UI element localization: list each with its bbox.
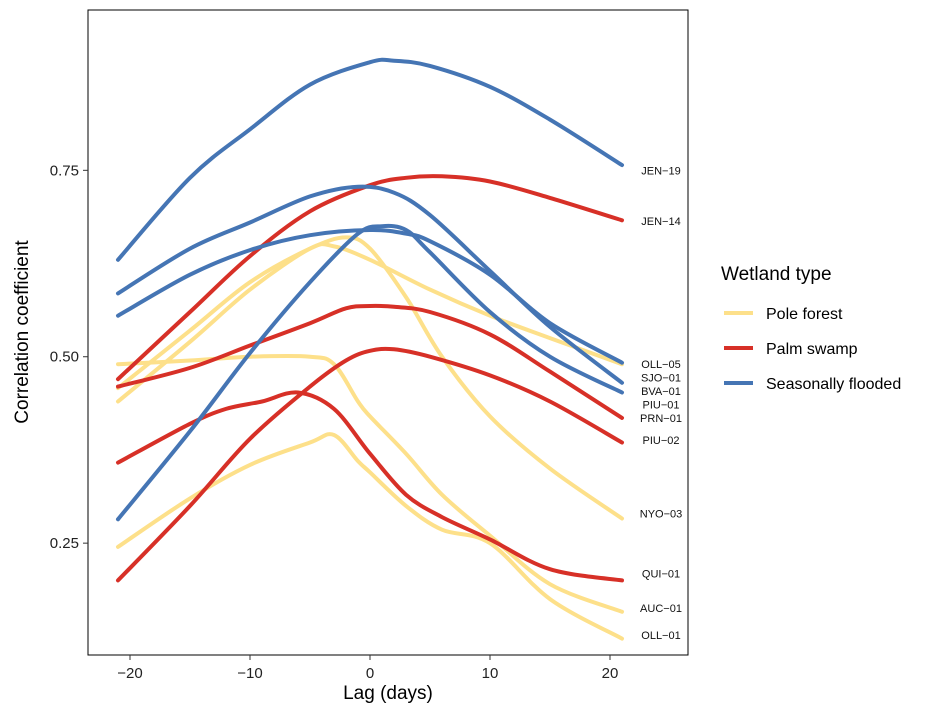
series-end-label: PIU−01	[643, 399, 680, 411]
series-end-label: SJO−01	[641, 373, 681, 385]
x-tick-label: −10	[237, 665, 262, 682]
plot-panel	[87, 9, 689, 656]
series-end-label: JEN−14	[641, 216, 680, 228]
series-lines	[116, 57, 624, 641]
legend-entry-label: Seasonally flooded	[766, 376, 901, 393]
series-line-piu-02	[116, 390, 624, 583]
legend: Wetland type Pole forest Palm swamp Season…	[721, 264, 901, 393]
legend-title: Wetland type	[721, 264, 832, 285]
series-end-label: JEN−19	[641, 165, 680, 177]
y-axis: 0.25 0.50 0.75	[50, 162, 88, 552]
legend-entry-label: Pole forest	[766, 306, 843, 323]
series-line-jen-19	[116, 57, 624, 262]
series-end-label: AUC−01	[640, 603, 682, 615]
y-axis-title: Correlation coefficient	[12, 240, 33, 424]
x-tick-label: −20	[117, 665, 142, 682]
x-axis: −20 −10 0 10 20	[117, 655, 618, 682]
x-axis-title: Lag (days)	[343, 683, 433, 704]
series-line-piu-01	[116, 223, 624, 522]
x-tick-label: 20	[602, 665, 619, 682]
series-line-oll-01	[116, 432, 624, 641]
series-line-qui-01	[116, 346, 624, 583]
series-end-label: NYO−03	[640, 508, 683, 520]
legend-entry-label: Palm swamp	[766, 341, 858, 358]
y-tick-label: 0.50	[50, 349, 79, 366]
series-end-label: PIU−02	[643, 435, 680, 447]
series-end-label: PRN−01	[640, 413, 682, 425]
series-line-prn-01	[116, 303, 624, 420]
x-tick-label: 0	[366, 665, 374, 682]
y-tick-label: 0.25	[50, 535, 79, 552]
series-end-label: QUI−01	[642, 569, 680, 581]
series-line-oll-05	[116, 242, 624, 404]
y-tick-label: 0.75	[50, 162, 79, 179]
series-line-bva-01	[116, 227, 624, 365]
series-end-label: BVA−01	[641, 386, 681, 398]
legend-entries: Pole forest Palm swamp Seasonally flooded	[724, 306, 901, 393]
x-tick-label: 10	[482, 665, 499, 682]
series-line-jen-14	[116, 174, 624, 382]
series-line-nyo-03	[116, 235, 624, 521]
series-end-label: OLL−05	[641, 359, 680, 371]
series-end-label: OLL−01	[641, 630, 680, 642]
